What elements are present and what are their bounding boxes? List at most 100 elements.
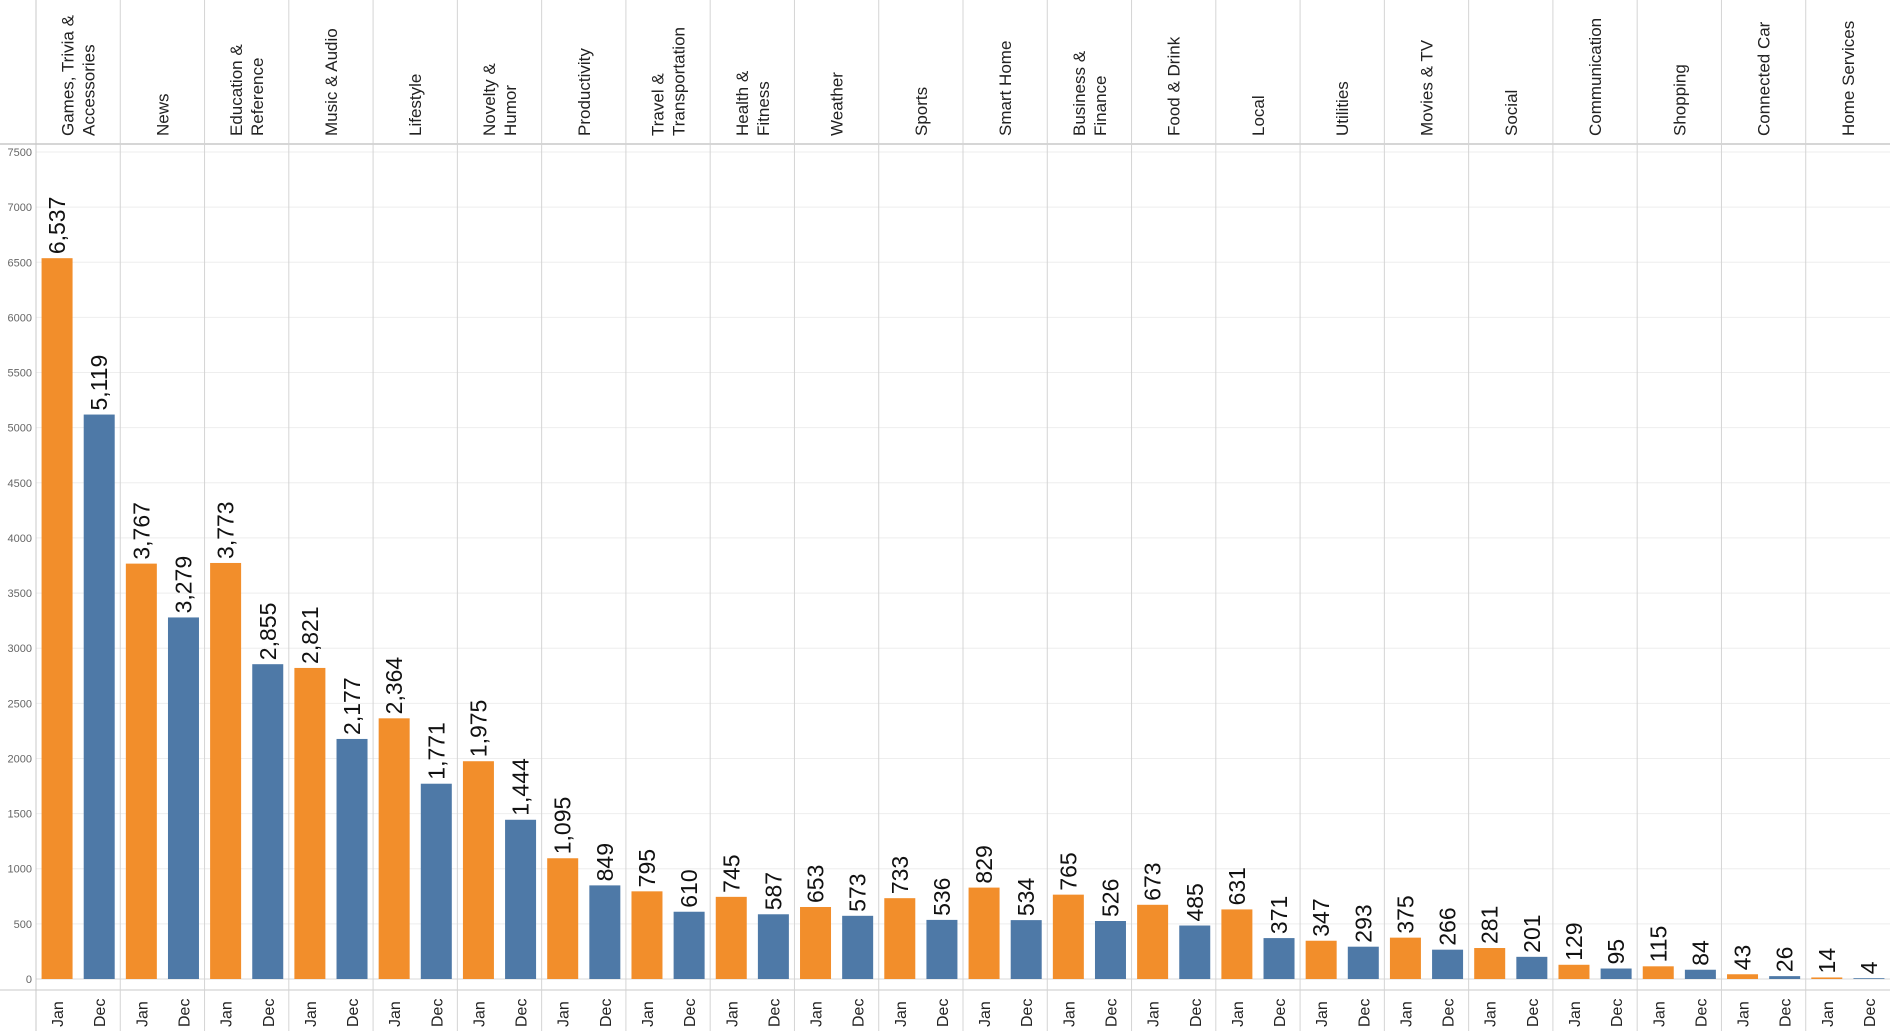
y-tick-label: 6000	[8, 312, 32, 324]
bar-jan	[1137, 904, 1169, 979]
bar-jan	[631, 891, 663, 979]
bar-dec	[1684, 969, 1716, 979]
month-label: Jan	[1061, 1001, 1078, 1027]
month-label: Dec	[429, 999, 446, 1027]
category-header-label: Reference	[248, 58, 267, 136]
bar-value-label: 1,444	[508, 758, 534, 816]
y-tick-label: 1000	[8, 864, 32, 876]
category-header-label: Food & Drink	[1165, 36, 1184, 136]
month-label: Dec	[1103, 999, 1120, 1027]
bar-dec	[1853, 978, 1885, 979]
category-header-label: Communication	[1586, 18, 1605, 136]
bar-dec	[757, 914, 789, 979]
bar-value-label: 573	[845, 873, 871, 911]
bar-value-label: 281	[1477, 906, 1503, 944]
bar-value-label: 26	[1772, 947, 1798, 973]
bar-jan	[1221, 909, 1253, 979]
bar-dec	[1263, 938, 1295, 979]
bar-value-label: 5,119	[86, 355, 112, 411]
bar-jan	[800, 906, 832, 979]
bar-value-label: 2,364	[381, 657, 407, 715]
bar-jan	[378, 718, 410, 979]
month-label: Jan	[1736, 1001, 1753, 1027]
bar-value-label: 534	[1013, 878, 1039, 917]
month-label: Jan	[1820, 1001, 1837, 1027]
month-label: Jan	[1567, 1001, 1584, 1027]
month-label: Dec	[1525, 999, 1542, 1027]
bar-dec	[1516, 956, 1548, 979]
bar-dec	[83, 414, 115, 979]
bar-value-label: 43	[1730, 945, 1756, 971]
bar-dec	[842, 915, 874, 979]
month-label: Jan	[556, 1001, 573, 1027]
bar-value-label: 3,279	[170, 556, 196, 614]
y-tick-label: 2500	[8, 698, 32, 710]
month-label: Dec	[1272, 999, 1289, 1027]
bar-dec	[505, 819, 537, 979]
bar-dec	[926, 919, 958, 979]
bar-jan	[715, 896, 747, 979]
month-label: Dec	[176, 999, 193, 1027]
month-label: Dec	[766, 999, 783, 1027]
category-header-label: Business &	[1070, 50, 1089, 136]
bar-value-label: 375	[1392, 895, 1418, 933]
category-header-label: Music & Audio	[322, 28, 341, 136]
bar-jan	[547, 858, 579, 979]
month-label: Dec	[1862, 999, 1879, 1027]
bar-value-label: 293	[1350, 904, 1376, 942]
y-tick-label: 5000	[8, 423, 32, 435]
month-label: Jan	[1230, 1001, 1247, 1027]
bar-dec	[589, 885, 621, 979]
month-label: Jan	[219, 1001, 236, 1027]
bar-jan	[884, 898, 916, 979]
month-label: Jan	[977, 1001, 994, 1027]
y-tick-label: 3000	[8, 643, 32, 655]
month-label: Jan	[640, 1001, 657, 1027]
category-header-label: Local	[1249, 95, 1268, 136]
category-header-label: Health &	[733, 70, 752, 136]
bar-dec	[1094, 920, 1126, 979]
bar-dec	[167, 617, 199, 979]
bar-value-label: 765	[1055, 852, 1081, 890]
bar-dec	[1010, 920, 1042, 979]
y-tick-label: 6500	[8, 257, 32, 269]
month-label: Dec	[261, 999, 278, 1027]
bar-jan	[294, 667, 326, 979]
bar-value-label: 3,773	[213, 501, 239, 559]
category-header-label: Novelty &	[480, 63, 499, 136]
bar-value-label: 6,537	[44, 197, 70, 255]
bar-dec	[1432, 949, 1464, 979]
category-header-label: Sports	[912, 87, 931, 136]
month-label: Dec	[851, 999, 868, 1027]
month-label: Jan	[724, 1001, 741, 1027]
month-label: Jan	[1651, 1001, 1668, 1027]
category-header-label: Smart Home	[996, 41, 1015, 136]
category-header-label: Travel &	[649, 73, 668, 136]
month-label: Jan	[471, 1001, 488, 1027]
bars-layer	[41, 258, 1885, 980]
category-header-label: Shopping	[1670, 64, 1689, 136]
bar-value-label: 2,855	[255, 603, 281, 661]
month-label: Dec	[1693, 999, 1710, 1027]
month-label: Dec	[1019, 999, 1036, 1027]
bar-value-label: 1,975	[465, 700, 491, 758]
bar-value-label: 14	[1814, 948, 1840, 974]
bar-jan	[1727, 974, 1759, 979]
bar-value-label: 2,821	[297, 606, 323, 664]
bar-jan	[1052, 894, 1084, 979]
y-tick-label: 2000	[8, 753, 32, 765]
bar-value-label: 673	[1140, 862, 1166, 900]
bar-jan	[125, 563, 157, 979]
y-tick-label: 4500	[8, 478, 32, 490]
bar-jan	[210, 562, 242, 979]
month-label: Dec	[1441, 999, 1458, 1027]
bar-value-label: 371	[1266, 896, 1292, 934]
month-label: Jan	[893, 1001, 910, 1027]
text-layer: 0 500 1000 1500 2000 2500 3000 3500 4000 4500 5000…	[8, 14, 1882, 1027]
category-header-label: Utilities	[1333, 81, 1352, 136]
bar-value-label: 129	[1561, 922, 1587, 960]
category-header-label: Home Services	[1839, 21, 1858, 136]
bar-value-label: 653	[803, 865, 829, 903]
category-header-label: Finance	[1091, 76, 1110, 136]
